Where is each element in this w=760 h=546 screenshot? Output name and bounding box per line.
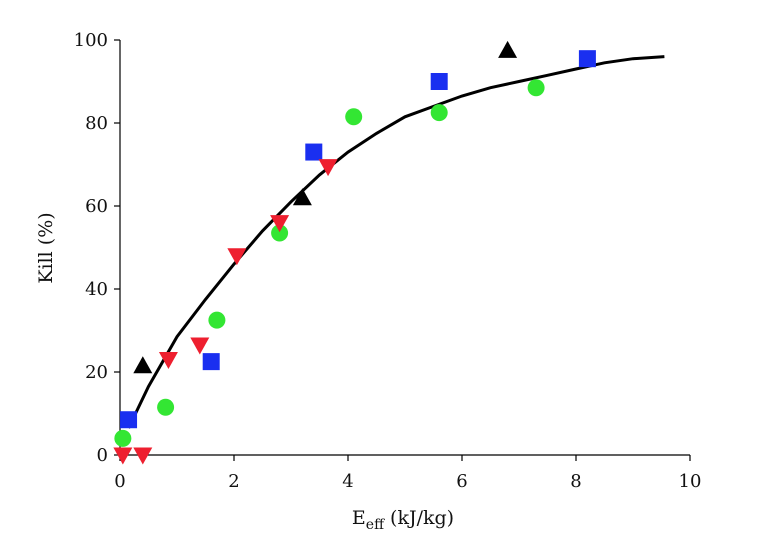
y-tick-label: 100 — [74, 30, 108, 51]
y-tick-label: 60 — [85, 196, 108, 217]
data-points — [113, 40, 596, 465]
x-tick-label: 10 — [679, 471, 702, 492]
y-tick-label: 80 — [85, 113, 108, 134]
circle-data-point — [345, 108, 363, 126]
x-axis-title-subscript: eff — [366, 517, 385, 533]
circle-data-point — [157, 398, 175, 416]
triangle-up-data-point — [133, 356, 153, 374]
x-axis-title-unit: (kJ/kg) — [384, 507, 454, 529]
fit-curve — [127, 55, 665, 429]
triangle-up-data-point — [292, 188, 312, 206]
circle-data-point — [527, 79, 545, 97]
square-data-point — [305, 143, 323, 161]
y-tick-label: 0 — [97, 445, 108, 466]
fit-curve-group — [127, 55, 665, 429]
x-tick-label: 0 — [114, 471, 125, 492]
x-tick-label: 8 — [570, 471, 581, 492]
square-data-point — [202, 353, 220, 371]
circle-data-point — [114, 429, 132, 447]
x-axis-title: Eeff (kJ/kg) — [352, 507, 454, 533]
triangle-up-data-point — [498, 40, 518, 58]
y-tick-label: 20 — [85, 362, 108, 383]
triangle-down-data-point — [158, 352, 178, 370]
triangle-down-data-point — [227, 248, 247, 266]
square-data-point — [578, 50, 596, 68]
circle-data-point — [430, 104, 448, 122]
triangle-down-data-point — [190, 337, 210, 355]
circle-data-point — [271, 224, 289, 242]
y-tick-label: 40 — [85, 279, 108, 300]
square-data-point — [120, 411, 138, 429]
x-tick-label: 2 — [228, 471, 239, 492]
square-data-point — [430, 73, 448, 90]
triangle-down-data-point — [133, 447, 153, 465]
circle-data-point — [208, 311, 226, 329]
axes — [119, 40, 690, 456]
x-axis-title-main: E — [352, 507, 366, 529]
x-tick-label: 6 — [456, 471, 467, 492]
triangle-down-data-point — [270, 215, 290, 233]
triangle-down-data-point — [113, 447, 133, 465]
y-axis-title: Kill (%) — [35, 212, 57, 283]
x-tick-label: 4 — [342, 471, 353, 492]
triangle-down-data-point — [318, 159, 338, 177]
